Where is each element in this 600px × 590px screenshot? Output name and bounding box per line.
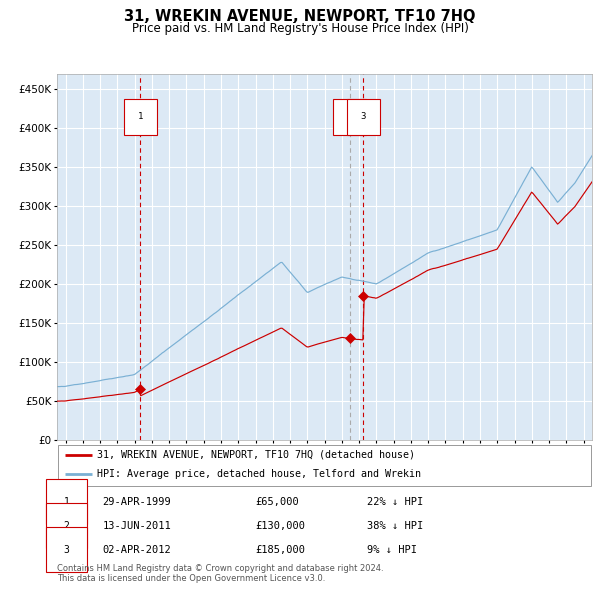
Text: 2: 2 (347, 112, 352, 121)
Text: 31, WREKIN AVENUE, NEWPORT, TF10 7HQ: 31, WREKIN AVENUE, NEWPORT, TF10 7HQ (124, 9, 476, 24)
Text: 1: 1 (64, 497, 70, 507)
Text: £130,000: £130,000 (255, 521, 305, 531)
Text: £65,000: £65,000 (255, 497, 299, 507)
Text: 22% ↓ HPI: 22% ↓ HPI (367, 497, 424, 507)
Text: 02-APR-2012: 02-APR-2012 (103, 545, 171, 555)
Text: 29-APR-1999: 29-APR-1999 (103, 497, 171, 507)
Text: 31, WREKIN AVENUE, NEWPORT, TF10 7HQ (detached house): 31, WREKIN AVENUE, NEWPORT, TF10 7HQ (de… (97, 450, 415, 460)
Text: 1: 1 (138, 112, 143, 121)
Text: HPI: Average price, detached house, Telford and Wrekin: HPI: Average price, detached house, Telf… (97, 470, 421, 480)
Text: 2: 2 (64, 521, 70, 531)
Text: Contains HM Land Registry data © Crown copyright and database right 2024.
This d: Contains HM Land Registry data © Crown c… (57, 564, 383, 584)
Text: 3: 3 (64, 545, 70, 555)
Text: 3: 3 (361, 112, 366, 121)
Text: 13-JUN-2011: 13-JUN-2011 (103, 521, 171, 531)
Text: Price paid vs. HM Land Registry's House Price Index (HPI): Price paid vs. HM Land Registry's House … (131, 22, 469, 35)
FancyBboxPatch shape (58, 445, 591, 486)
Text: 38% ↓ HPI: 38% ↓ HPI (367, 521, 424, 531)
Text: 9% ↓ HPI: 9% ↓ HPI (367, 545, 418, 555)
Text: £185,000: £185,000 (255, 545, 305, 555)
